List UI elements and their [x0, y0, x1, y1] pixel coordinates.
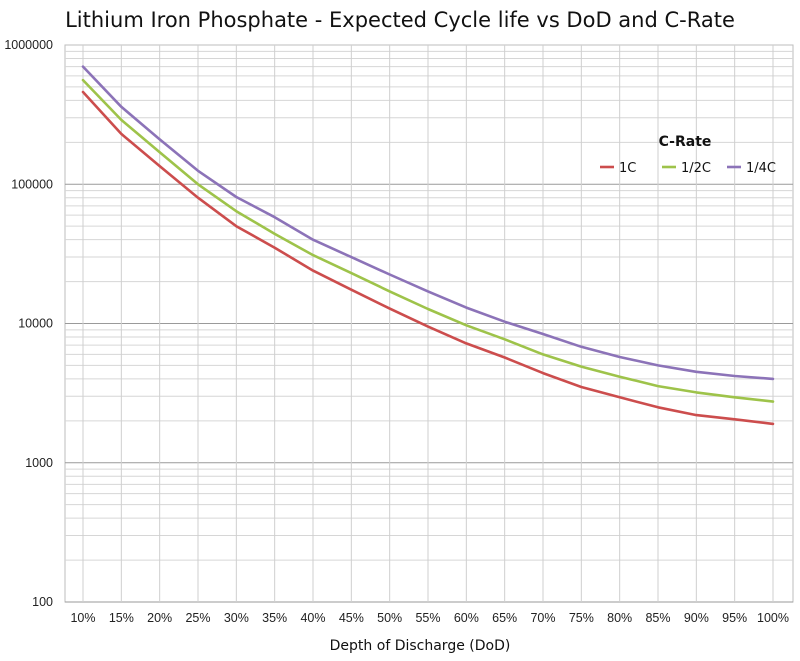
x-tick-label: 10% [70, 611, 95, 625]
x-tick-label: 80% [607, 611, 632, 625]
x-tick-label: 75% [569, 611, 594, 625]
legend: C-Rate 1C 1/2C 1/4C [600, 134, 776, 176]
legend-label: 1/2C [681, 161, 711, 176]
legend-title: C-Rate [659, 134, 712, 150]
x-tick-label: 25% [185, 611, 210, 625]
x-tick-label: 85% [645, 611, 670, 625]
series-line-1-4C [81, 65, 775, 381]
series-lines [81, 65, 775, 426]
x-axis-label: Depth of Discharge (DoD) [330, 638, 511, 654]
y-tick-label: 100 [32, 595, 53, 609]
x-tick-label: 90% [684, 611, 709, 625]
y-tick-label: 1000 [25, 456, 53, 470]
x-tick-label: 15% [109, 611, 134, 625]
x-tick-label: 40% [300, 611, 325, 625]
x-tick-label: 30% [224, 611, 249, 625]
x-tick-label: 55% [415, 611, 440, 625]
legend-items: 1C 1/2C 1/4C [600, 161, 776, 176]
y-axis: 100 1000 10000 100000 1000000 [4, 38, 53, 609]
x-tick-label: 20% [147, 611, 172, 625]
y-tick-label: 10000 [18, 317, 53, 331]
x-tick-label: 50% [377, 611, 402, 625]
x-tick-label: 70% [530, 611, 555, 625]
series-line-1C [81, 90, 775, 426]
x-tick-label: 100% [757, 611, 789, 625]
x-axis: 10% 15% 20% 25% 30% 35% 40% 45% 50% 55% 60% 65% 70% 7… [70, 611, 789, 625]
x-tick-label: 35% [262, 611, 287, 625]
y-tick-label: 1000000 [4, 38, 53, 52]
x-tick-label: 60% [454, 611, 479, 625]
y-tick-label: 100000 [11, 177, 53, 191]
grid [64, 44, 794, 603]
series-line-1-2C [81, 78, 775, 403]
x-tick-label: 45% [339, 611, 364, 625]
x-tick-label: 95% [722, 611, 747, 625]
x-tick-label: 65% [492, 611, 517, 625]
legend-label: 1C [619, 161, 636, 176]
chart-title: Lithium Iron Phosphate - Expected Cycle … [65, 8, 735, 32]
legend-label: 1/4C [746, 161, 776, 176]
